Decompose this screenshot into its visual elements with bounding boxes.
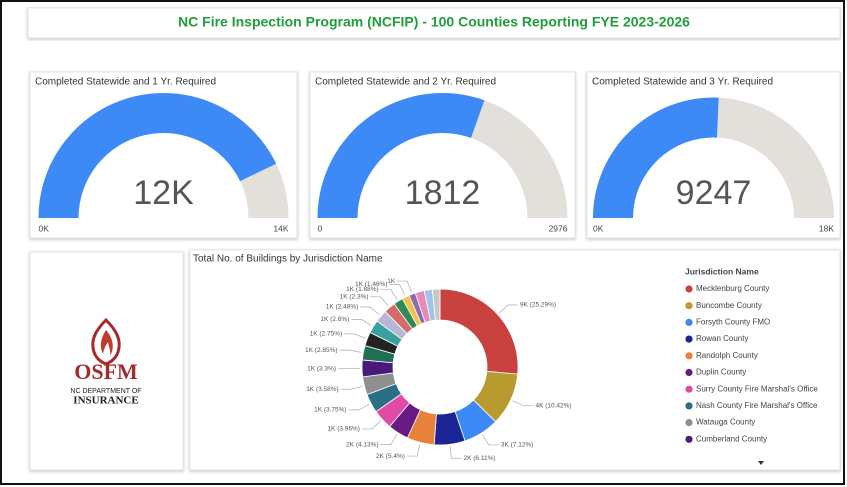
leader-line (361, 420, 382, 430)
leader-line (339, 349, 362, 353)
logo-shield (91, 317, 121, 366)
leader-line (380, 288, 398, 300)
leader-line (380, 434, 398, 445)
slice-label: 4K (10.42%) (535, 402, 571, 409)
legend-dot (685, 368, 693, 377)
gauge-title: Completed Statewide and 3 Yr. Required (592, 77, 773, 88)
legend-dot (685, 435, 693, 443)
slice-label: 1K (3.3%) (307, 365, 336, 372)
gauge-title: Completed Statewide and 2 Yr. Required (315, 77, 496, 88)
legend-dot (685, 335, 693, 343)
legend-dot (685, 385, 693, 393)
legend-dot (685, 352, 693, 360)
legend-scroll[interactable] (758, 461, 764, 465)
slice-label: 2K (4.13%) (346, 441, 379, 448)
leader-line (498, 304, 518, 314)
leader-line (397, 280, 412, 293)
legend-dot (685, 285, 693, 293)
leader-line (348, 403, 370, 411)
logo-line1: NC DEPARTMENT OF (70, 388, 141, 395)
slice-label: 1K (387, 278, 396, 285)
gauge-fill (317, 93, 485, 218)
gauge-min: 0K (593, 223, 604, 233)
slice-label: 3K (7.12%) (501, 442, 534, 449)
legend-title: Jurisdiction Name (685, 266, 759, 276)
slice-label: 1K (2.48%) (326, 304, 359, 311)
gauge-title: Completed Statewide and 1 Yr. Required (35, 77, 216, 88)
header-box (27, 7, 841, 39)
slice-label: 1K (1.46%) (355, 281, 388, 288)
legend-label: Randolph County (696, 351, 758, 360)
gauge-max: 14K (273, 223, 288, 233)
gauge-max: 18K (819, 223, 834, 233)
slice-label: 9K (25.29%) (520, 302, 556, 309)
leader-line (389, 284, 406, 296)
slice-label: 1K (3.75%) (314, 407, 347, 414)
logo-line2: INSURANCE (73, 395, 138, 407)
gauge-fill (38, 93, 277, 218)
leader-line (360, 306, 380, 316)
legend-dot (685, 419, 693, 427)
leader-line (340, 386, 363, 390)
slice-label: 1K (2.85%) (305, 347, 338, 354)
legend-dot (685, 402, 693, 410)
leader-line (344, 333, 366, 339)
donut-title: Total No. of Buildings by Jurisdiction N… (193, 254, 383, 265)
gauge-min: 0K (39, 223, 50, 233)
donut-slice (431, 288, 441, 321)
legend-label: Rowan County (696, 334, 748, 343)
legend-label: Watauga County (696, 418, 755, 427)
leader-line (370, 296, 389, 307)
slice-label: 1K (2.75%) (310, 331, 343, 338)
gauge-value: 12K (133, 174, 194, 212)
slice-label: 2K (5.4%) (376, 453, 405, 460)
legend-label: Mecklenburg County (696, 284, 769, 293)
header-title: NC Fire Inspection Program (NCFIP) - 100… (178, 14, 690, 30)
logo-flame (100, 330, 113, 356)
gauge-min: 0 (318, 223, 323, 233)
logo-name: OSFM (74, 359, 138, 384)
slice-label: 1K (3.58%) (306, 386, 339, 393)
slice-label: 1K (3.96%) (327, 426, 360, 433)
gauge-max: 2976 (549, 223, 568, 233)
legend-label: Surry County Fire Marshal's Office (696, 384, 818, 393)
gauge-value: 1812 (405, 174, 481, 212)
legend-dot (685, 318, 693, 326)
legend-label: Cumberland County (696, 434, 767, 443)
leader-line (512, 400, 534, 407)
slice-label: 2K (6.11%) (463, 455, 495, 462)
leader-line (449, 446, 462, 459)
logo-card (29, 251, 184, 471)
logo: OSFM NC DEPARTMENT OF INSURANCE (70, 317, 142, 407)
leader-line (351, 319, 372, 326)
slice-label: 1K (2.6%) (320, 316, 349, 323)
legend-label: Nash County Fire Marshal's Office (696, 401, 818, 410)
leader-line (406, 444, 421, 457)
legend-label: Forsyth County FMO (696, 318, 770, 327)
legend-dot (685, 302, 693, 310)
leader-line (482, 434, 499, 446)
gauge-fill (593, 97, 719, 218)
slice-label: 1K (2.3%) (340, 294, 369, 301)
legend-label: Duplin County (696, 368, 746, 377)
legend-label: Buncombe County (696, 301, 762, 310)
slice-label: 1K (1.88%) (346, 286, 379, 293)
gauge-value: 9247 (676, 174, 752, 212)
